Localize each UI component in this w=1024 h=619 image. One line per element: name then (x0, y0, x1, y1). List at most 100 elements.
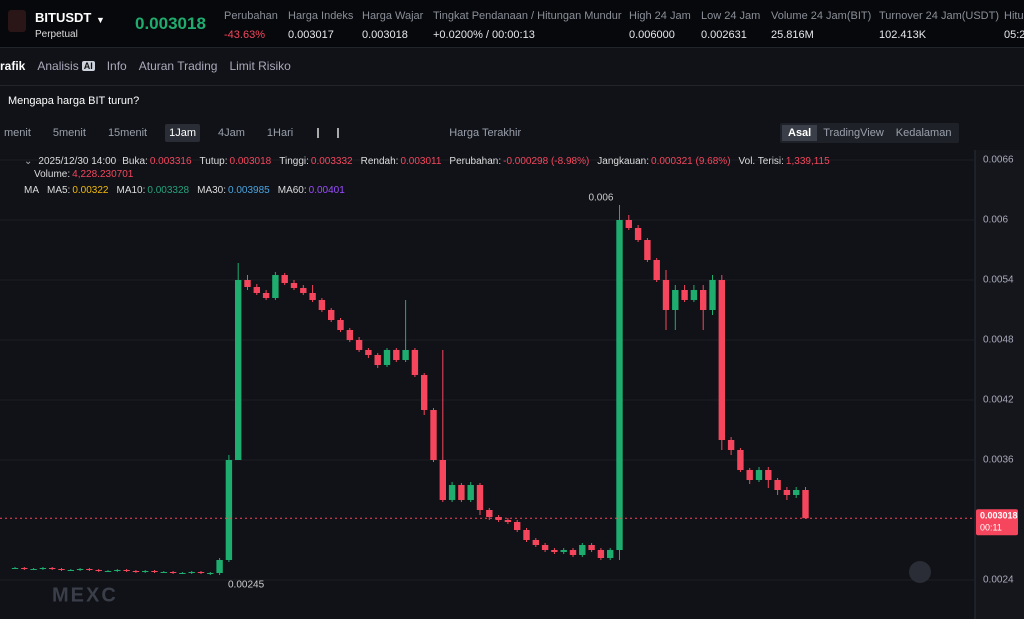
candle-body (225, 460, 233, 560)
info-label: Jangkauan: (597, 156, 650, 167)
info-toggle: ⌄ (24, 156, 33, 167)
stat-label: Turnover 24 Jam(USDT) (879, 10, 1000, 22)
info-value: 0.003332 (310, 156, 353, 167)
candle-body (765, 470, 772, 480)
info-value: 4,228.230701 (72, 169, 134, 180)
interval-button[interactable]: 4Jam (217, 127, 245, 139)
interval-button[interactable]: menit (4, 127, 31, 139)
candle-body (727, 440, 735, 450)
symbol[interactable]: BITUSDT (35, 10, 92, 25)
candle-body (783, 490, 791, 495)
stat-value: +0.0200% / 00:00:13 (433, 29, 535, 41)
chart-type-icon[interactable] (317, 128, 340, 138)
stat-label: Low 24 Jam (701, 10, 761, 22)
view-button[interactable]: Asal (782, 125, 818, 141)
tab[interactable]: rafik (0, 59, 26, 73)
last-price-label: 0.003018 (980, 511, 1018, 521)
candle-body (774, 480, 781, 490)
candle-body (235, 280, 242, 460)
ma-value: 0.003328 (147, 185, 190, 196)
candle-body (411, 350, 419, 375)
stat: Perubahan -43.63% (224, 10, 278, 41)
candle-body (755, 470, 763, 480)
candle-body (300, 288, 307, 293)
candle-body (467, 485, 474, 500)
candle-body (104, 571, 112, 572)
stat: Tingkat Pendanaan / Hitungan Mundur +0.02… (433, 10, 622, 41)
stat-value: 0.002631 (701, 29, 747, 41)
candle-body (197, 572, 205, 573)
candle-body (179, 573, 186, 574)
interval-button[interactable]: 1Hari (266, 127, 294, 139)
candle-body (634, 228, 642, 240)
candle-body (328, 310, 335, 320)
candle-body (421, 375, 428, 410)
candle-body (709, 280, 716, 310)
candle-body (802, 490, 809, 519)
view-button[interactable]: TradingView (823, 127, 884, 139)
stat-label: Hitu (1004, 10, 1024, 22)
interval-button[interactable]: 5menit (52, 127, 86, 139)
stat: Harga Wajar 0.003018 (362, 10, 423, 41)
info-label: Volume: (34, 169, 71, 180)
candle-body (672, 290, 679, 310)
flash-button[interactable] (909, 561, 931, 583)
toolbar: menit 5menit 15menit 1Jam 4Jam 1Hari Harga Ter… (0, 120, 1024, 146)
interval-button[interactable]: 1Jam (165, 124, 200, 142)
candle-body (132, 571, 140, 572)
candle-body (281, 275, 288, 283)
candle-body (690, 290, 698, 300)
candle-body (579, 545, 586, 555)
y-tick-label: 0.0048 (983, 335, 1014, 346)
countdown: 00:11 (980, 523, 1002, 533)
dropdown-caret[interactable]: ▼ (96, 15, 105, 25)
tab[interactable]: Aturan Trading (138, 59, 218, 73)
stat: High 24 Jam 0.006000 (629, 10, 691, 41)
y-tick-label: 0.0042 (983, 395, 1014, 406)
view-switch: Asal TradingView Kedalaman (780, 123, 960, 143)
candle-body (337, 320, 344, 330)
divider (0, 85, 1024, 86)
candle-body (458, 485, 465, 500)
info-label: Perubahan: (449, 156, 502, 167)
candle-body (662, 280, 670, 310)
candle-body (142, 571, 149, 572)
candle-body (402, 350, 409, 360)
tab-bar: rafik Analisis AI Info Aturan Trading Limit R… (0, 52, 1024, 80)
stat: Turnover 24 Jam(USDT) 102.413K (879, 10, 999, 41)
candle-body (318, 300, 326, 310)
candle-body (262, 293, 270, 298)
candle-body (11, 568, 19, 569)
stat-label: Tingkat Pendanaan / Hitungan Mundur (433, 10, 622, 22)
candle-body (160, 572, 167, 573)
tab[interactable]: Limit Risiko (229, 59, 291, 73)
candle-body (718, 280, 725, 440)
question[interactable]: Mengapa harga BIT turun? (8, 95, 140, 107)
chart: 0.0066 0.006 0.0054 0.0048 0.0042 0.0036 0.002… (0, 150, 1024, 619)
stat-label: Perubahan (224, 10, 278, 22)
ma-title: MA (24, 185, 39, 196)
stat-value: 25.816M (771, 29, 814, 41)
candle-body (393, 350, 400, 360)
stat-value: 102.413K (879, 29, 927, 41)
stat: Harga Indeks 0.003017 (288, 10, 353, 41)
candle-body (607, 550, 614, 558)
ma-label: MA10: (116, 185, 146, 196)
stat: Low 24 Jam 0.002631 (701, 10, 760, 41)
stat-value: -43.63% (224, 29, 265, 41)
y-tick-label: 0.0066 (983, 155, 1014, 166)
view-button[interactable]: Kedalaman (895, 127, 952, 139)
candle-body (355, 340, 363, 350)
candle-body (569, 550, 577, 555)
tab[interactable]: Analisis (37, 59, 79, 73)
candle-body (644, 240, 651, 260)
interval-button[interactable]: 15menit (107, 127, 148, 139)
tab[interactable]: Info (106, 59, 127, 73)
candle-body (383, 350, 391, 365)
price-type[interactable]: Harga Terakhir (449, 127, 522, 139)
stat-value: 0.003018 (362, 29, 408, 41)
ma-label: MA5: (47, 185, 71, 196)
ma-label: MA60: (277, 185, 307, 196)
ma-legend: MA MA5: 0.00322 MA10: 0.003328 MA30: 0.003985 M… (24, 185, 353, 196)
